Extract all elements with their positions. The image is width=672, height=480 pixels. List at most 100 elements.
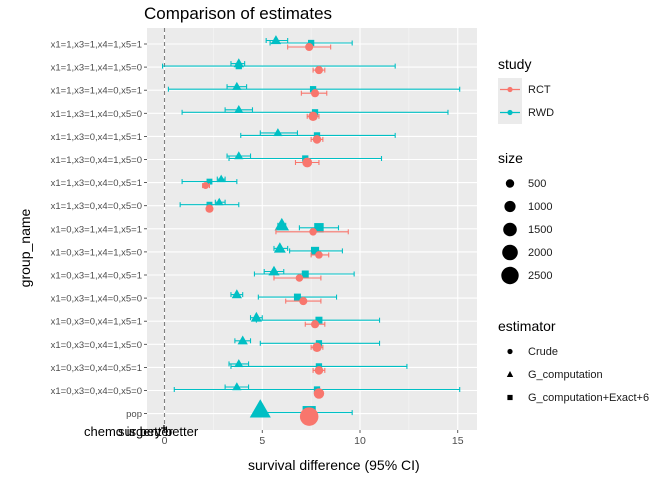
- legend-estimator: estimator Crude G_computation G_computat…: [498, 318, 649, 409]
- estimate-rwd: [161, 62, 396, 70]
- point-crude: [202, 182, 210, 190]
- estimate-rwd: [289, 246, 343, 255]
- estimate-rct: [287, 42, 332, 52]
- point-crude: [295, 274, 304, 282]
- legend-label-rct: RCT: [528, 83, 551, 96]
- annotation-arrow: [161, 425, 167, 431]
- legend-key-rct: [498, 78, 522, 101]
- point-g-computation: [234, 105, 244, 114]
- x-axis-label: survival difference (95% CI): [248, 457, 420, 473]
- point-g-computation-exact: [301, 270, 309, 278]
- estimate-rwd: [269, 39, 353, 47]
- point-g-computation-exact: [235, 62, 242, 70]
- point-g-computation-exact: [314, 223, 324, 233]
- legend-item-size-1000: 1000: [498, 195, 552, 218]
- estimate-rwd: [234, 335, 252, 345]
- annotation-chemo-better: chemo is better: [84, 424, 174, 439]
- point-crude: [313, 388, 325, 399]
- point-crude: [299, 407, 319, 426]
- legend-label-size-500: 500: [528, 177, 547, 190]
- estimate-rct: [310, 135, 324, 144]
- estimate-rct: [310, 251, 330, 259]
- point-crude: [299, 297, 308, 306]
- estimate-rct: [313, 388, 325, 399]
- point-g-computation: [270, 35, 282, 45]
- y-tick-label: x1=0,x3=1,x4=0,x5=1: [51, 271, 142, 282]
- legend-key-size-500: [498, 172, 522, 195]
- point-g-computation: [231, 289, 242, 299]
- y-tick-label: x1=1,x3=0,x4=1,x5=1: [51, 132, 142, 143]
- point-crude: [308, 111, 318, 122]
- legend-item-size-500: 500: [498, 172, 552, 195]
- y-tick-label: x1=1,x3=0,x4=0,x5=0: [51, 201, 142, 212]
- y-tick-label: x1=0,x3=0,x4=0,x5=1: [51, 363, 142, 374]
- legend-key-size-2000: [498, 241, 522, 264]
- legend-key-g-computation-exact: [498, 386, 522, 409]
- estimate-rct: [285, 297, 322, 306]
- y-tick-label: x1=1,x3=1,x4=1,x5=0: [51, 63, 142, 74]
- point-g-computation: [232, 81, 242, 90]
- estimate-rct: [275, 228, 349, 236]
- legend-item-rct: RCT: [498, 78, 554, 101]
- point-g-computation: [268, 265, 280, 276]
- y-tick-label: x1=1,x3=0,x4=0,x5=1: [51, 178, 142, 189]
- legend-item-g-computation: G_computation: [498, 363, 649, 386]
- estimate-rwd: [226, 151, 252, 160]
- legend-key-size-1500: [498, 218, 522, 241]
- legend-size-title: size: [498, 150, 523, 166]
- legend-key-size-2500: [498, 264, 522, 287]
- y-tick-label: x1=1,x3=1,x4=0,x5=0: [51, 109, 142, 120]
- legend-key-g-computation: [498, 363, 522, 386]
- point-g-computation-exact: [310, 246, 320, 255]
- point-crude: [302, 157, 313, 168]
- y-tick-label: x1=0,x3=0,x4=0,x5=0: [51, 386, 142, 397]
- legend-item-size-1500: 1500: [498, 218, 552, 241]
- estimate-rwd: [214, 197, 226, 206]
- estimate-rct: [312, 366, 326, 375]
- legend-item-rwd: RWD: [498, 101, 554, 124]
- estimate-rct: [310, 342, 324, 353]
- estimate-rwd: [228, 359, 250, 368]
- point-g-computation: [274, 217, 290, 231]
- y-tick-label: x1=0,x3=0,x4=1,x5=0: [51, 340, 142, 351]
- estimate-rwd: [274, 217, 290, 231]
- legend-label-size-1500: 1500: [528, 223, 553, 236]
- legend-key-size-1000: [498, 195, 522, 218]
- point-g-computation-exact: [206, 178, 213, 185]
- legend-study: study RCT RWD: [498, 56, 554, 124]
- estimate-rwd: [259, 128, 298, 137]
- point-crude: [315, 251, 323, 259]
- y-tick-label: x1=0,x3=1,x4=1,x5=1: [51, 224, 142, 235]
- point-g-computation: [237, 335, 248, 345]
- x-tick-label: 15: [452, 435, 464, 447]
- estimate-rct: [304, 320, 326, 329]
- point-g-computation: [234, 151, 244, 160]
- point-crude: [312, 342, 322, 353]
- estimate-rwd: [224, 382, 250, 391]
- legend-item-g-computation-exact: G_computation+Exact+6: [498, 386, 649, 409]
- y-tick-label: x1=0,x3=1,x4=0,x5=0: [51, 294, 142, 305]
- estimate-rwd: [216, 174, 226, 183]
- point-crude: [314, 366, 324, 375]
- point-g-computation-exact: [293, 293, 301, 301]
- legend-item-crude: Crude: [498, 340, 649, 363]
- y-tick-label: x1=1,x3=1,x4=1,x5=1: [51, 40, 142, 51]
- legend-item-size-2500: 2500: [498, 264, 552, 287]
- estimate-rwd: [230, 289, 244, 299]
- estimate-rct: [306, 111, 320, 122]
- estimate-rwd: [263, 265, 285, 276]
- estimate-rct: [273, 274, 322, 282]
- estimate-rct: [294, 157, 320, 168]
- estimate-rct: [300, 89, 328, 98]
- y-tick-label: x1=0,x3=1,x4=1,x5=0: [51, 247, 142, 258]
- point-g-computation: [273, 242, 286, 253]
- point-crude: [305, 42, 314, 52]
- estimate-rct: [299, 407, 319, 426]
- legend-label-size-2000: 2000: [528, 246, 553, 259]
- point-g-computation: [232, 382, 242, 391]
- estimate-rwd: [253, 270, 355, 278]
- estimate-rct: [205, 204, 214, 213]
- legend-label-rwd: RWD: [528, 106, 555, 119]
- legend-size: size 500 1000 1500 2000 2500: [498, 150, 552, 287]
